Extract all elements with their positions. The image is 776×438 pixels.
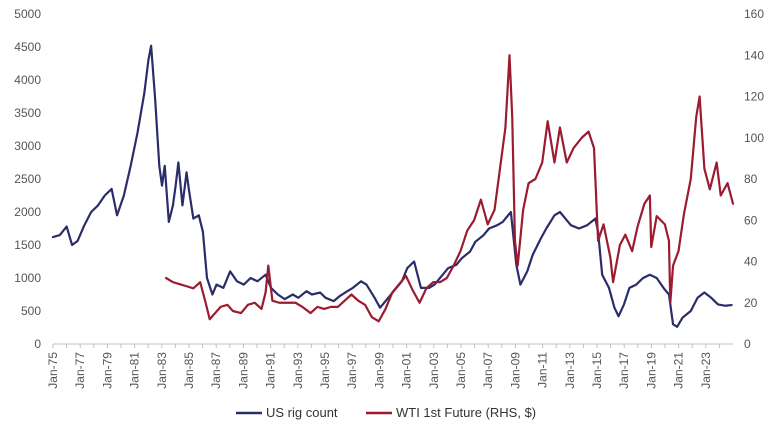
x-tick-label: Jan-95: [318, 352, 332, 389]
y-right-tick-label: 140: [744, 48, 764, 62]
x-tick-label: Jan-17: [617, 352, 631, 389]
y-left-tick-labels: 0 500 1000 1500 2000 2500 3000 3500 4000 4500 5000: [14, 7, 41, 351]
x-tick-label: Jan-93: [291, 352, 305, 389]
x-tick-label: Jan-15: [590, 352, 604, 389]
series-line-1: [51, 44, 733, 328]
y-right-tick-labels: 0 20 40 60 80 100 120 140 160: [744, 7, 764, 351]
x-tick-label: Jan-09: [508, 352, 522, 389]
x-tick-label: Jan-19: [644, 352, 658, 389]
x-tick-label: Jan-83: [155, 352, 169, 389]
x-tick-label: Jan-07: [481, 352, 495, 389]
y-right-tick-label: 100: [744, 131, 764, 145]
x-tick-label: Jan-13: [563, 352, 577, 389]
y-left-tick-label: 2000: [14, 205, 41, 219]
y-left-tick-label: 4500: [14, 40, 41, 54]
series-lines: [51, 44, 735, 328]
y-right-tick-label: 120: [744, 90, 764, 104]
x-tick-labels: Jan-75 Jan-77 Jan-79 Jan-81 Jan-83 Jan-85 Jan-…: [46, 352, 713, 389]
legend-label-1: US rig count: [266, 405, 338, 420]
y-right-tick-label: 40: [744, 255, 758, 269]
x-tick-label: Jan-23: [699, 352, 713, 389]
axes: [52, 343, 733, 348]
x-tick-label: Jan-99: [372, 352, 386, 389]
y-left-tick-label: 3500: [14, 106, 41, 120]
x-tick-label: Jan-85: [182, 352, 196, 389]
x-tick-label: Jan-75: [46, 352, 60, 389]
y-right-tick-label: 20: [744, 296, 758, 310]
y-left-tick-label: 4000: [14, 73, 41, 87]
y-left-tick-label: 0: [34, 337, 41, 351]
y-right-tick-label: 60: [744, 213, 758, 227]
x-tick-label: Jan-91: [264, 352, 278, 389]
series-line-2: [165, 54, 735, 323]
y-left-tick-label: 1500: [14, 238, 41, 252]
y-right-tick-label: 80: [744, 172, 758, 186]
x-tick-label: Jan-97: [345, 352, 359, 389]
x-tick-label: Jan-21: [672, 352, 686, 389]
x-tick-label: Jan-03: [427, 352, 441, 389]
legend: US rig count WTI 1st Future (RHS, $): [236, 405, 536, 420]
x-tick-label: Jan-01: [400, 352, 414, 389]
y-right-tick-label: 0: [744, 337, 751, 351]
x-tick-label: Jan-05: [454, 352, 468, 389]
y-left-tick-label: 2500: [14, 172, 41, 186]
y-right-tick-label: 160: [744, 7, 764, 21]
x-tick-label: Jan-87: [209, 352, 223, 389]
x-tick-label: Jan-77: [73, 352, 87, 389]
y-left-tick-label: 1000: [14, 271, 41, 285]
x-tick-label: Jan-89: [236, 352, 250, 389]
legend-label-2: WTI 1st Future (RHS, $): [396, 405, 536, 420]
y-left-tick-label: 3000: [14, 139, 41, 153]
x-tick-label: Jan-11: [536, 352, 550, 388]
x-tick-label: Jan-81: [128, 352, 142, 389]
y-left-tick-label: 5000: [14, 7, 41, 21]
x-tick-label: Jan-79: [100, 352, 114, 389]
y-left-tick-label: 500: [21, 304, 41, 318]
